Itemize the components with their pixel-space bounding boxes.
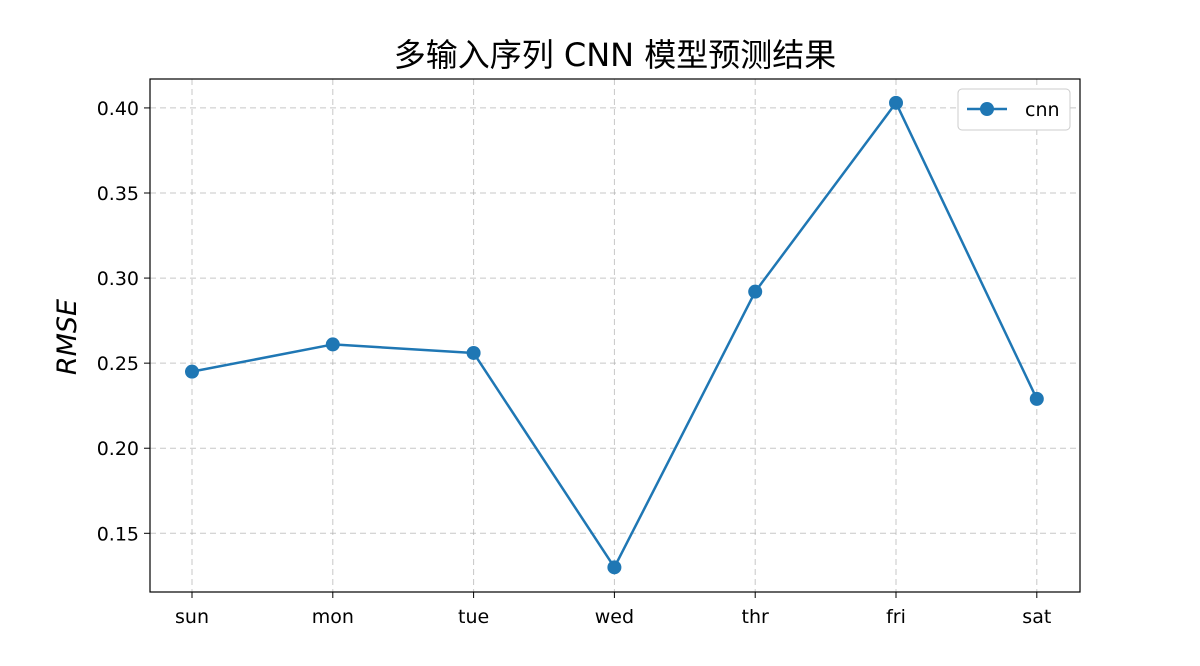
y-tick-label: 0.15 <box>97 523 139 545</box>
legend-label: cnn <box>1025 99 1060 121</box>
chart-title: 多输入序列 CNN 模型预测结果 <box>394 36 837 74</box>
x-tick-label: wed <box>595 606 634 628</box>
data-point-wed <box>607 560 622 575</box>
x-tick-label: fri <box>886 606 906 628</box>
x-tick-label: mon <box>312 606 354 628</box>
grid-layer <box>150 79 1080 592</box>
axis-layer: sun mon tue wed thr fri sat 0.15 0.20 0.25 0.30 0.3… <box>97 98 1052 628</box>
legend-box <box>957 88 1071 131</box>
series-layer <box>185 95 1044 575</box>
data-point-sat <box>1029 391 1044 406</box>
y-tick-label: 0.35 <box>97 183 139 205</box>
x-tick-label: sat <box>1022 606 1051 628</box>
data-point-mon <box>325 337 340 352</box>
y-tick-label: 0.25 <box>97 353 139 375</box>
y-tick-label: 0.40 <box>97 98 139 120</box>
y-tick-label: 0.20 <box>97 438 139 460</box>
axes-frame <box>149 78 1081 593</box>
data-point-fri <box>889 95 903 110</box>
y-axis-label: RMSE <box>52 299 83 375</box>
data-point-sun <box>185 364 199 379</box>
y-tick-label: 0.30 <box>97 268 139 290</box>
legend: cnn <box>957 88 1071 131</box>
data-point-thr <box>748 284 763 299</box>
legend-marker <box>980 102 994 116</box>
x-tick-label: sun <box>175 606 209 628</box>
data-point-tue <box>466 345 481 360</box>
x-tick-label: thr <box>742 606 769 628</box>
x-tick-label: tue <box>458 606 489 628</box>
